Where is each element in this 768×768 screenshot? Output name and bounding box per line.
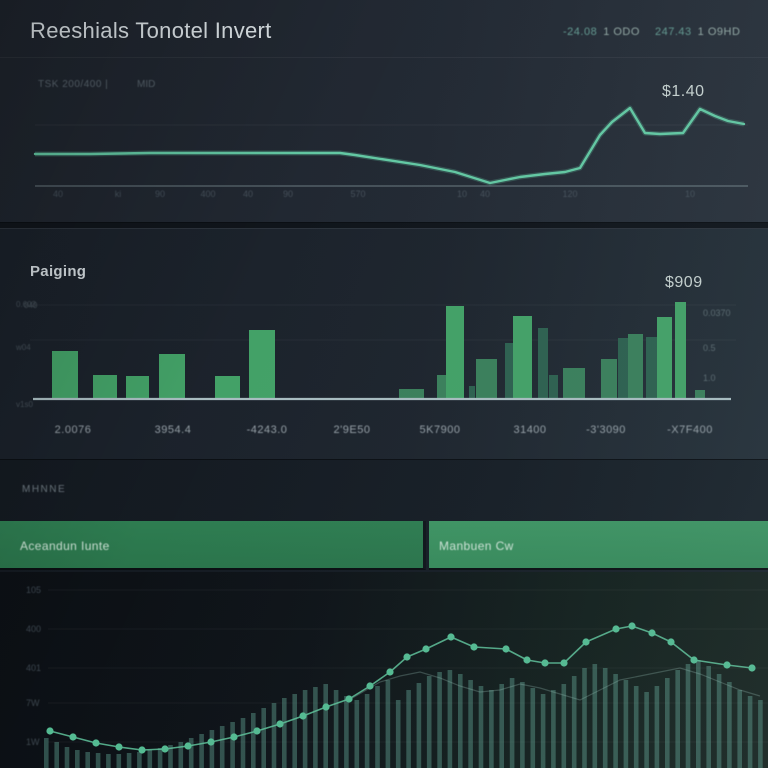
top-chart-panel — [0, 0, 768, 223]
header-divider — [0, 57, 768, 58]
paiging-bar-chart[interactable] — [30, 302, 736, 401]
data-point-marker[interactable] — [276, 720, 284, 728]
mid-chart-price-label: $909 — [665, 274, 703, 291]
data-point-marker[interactable] — [92, 739, 100, 747]
data-point-marker[interactable] — [648, 629, 656, 637]
data-point-marker[interactable] — [69, 733, 77, 741]
data-point-marker[interactable] — [386, 668, 394, 676]
top-chart-price-label: $1.40 — [662, 83, 705, 100]
bar[interactable] — [513, 316, 532, 399]
data-point-marker[interactable] — [667, 638, 675, 646]
data-point-marker[interactable] — [470, 643, 478, 651]
top-chart-legend: TSK 200/400 | — [38, 79, 109, 90]
data-point-marker[interactable] — [46, 727, 54, 735]
data-point-marker[interactable] — [523, 656, 531, 664]
bar[interactable] — [628, 334, 643, 399]
data-point-marker[interactable] — [230, 733, 238, 741]
data-point-marker[interactable] — [161, 745, 169, 753]
data-point-marker[interactable] — [207, 738, 215, 746]
bar[interactable] — [52, 351, 78, 399]
bar[interactable] — [505, 343, 513, 399]
data-point-marker[interactable] — [690, 656, 698, 664]
table-column-header-right[interactable]: Manbuen Cw — [429, 521, 768, 570]
data-point-marker[interactable] — [422, 645, 430, 653]
bar[interactable] — [657, 317, 672, 399]
bar[interactable] — [601, 359, 617, 399]
data-point-marker[interactable] — [138, 746, 146, 754]
bar[interactable] — [93, 375, 117, 399]
bar[interactable] — [249, 330, 275, 399]
data-point-marker[interactable] — [345, 695, 353, 703]
data-point-marker[interactable] — [366, 682, 374, 690]
bar[interactable] — [549, 375, 558, 399]
data-point-marker[interactable] — [115, 743, 123, 751]
column-header-label: Manbuen Cw — [439, 539, 514, 553]
bar[interactable] — [159, 354, 185, 399]
data-point-marker[interactable] — [748, 664, 756, 672]
bar[interactable] — [399, 389, 424, 399]
data-point-marker[interactable] — [184, 742, 192, 750]
revenue-line-chart[interactable] — [33, 105, 748, 187]
bar[interactable] — [126, 376, 149, 399]
table-section-label: MHNNE — [22, 484, 67, 495]
data-point-marker[interactable] — [560, 659, 568, 667]
data-point-marker[interactable] — [628, 622, 636, 630]
bar[interactable] — [215, 376, 240, 399]
data-point-marker[interactable] — [322, 703, 330, 711]
page-title: Reeshials Tonotel Invert — [30, 18, 272, 43]
data-point-marker[interactable] — [299, 712, 307, 720]
bar[interactable] — [476, 359, 497, 399]
bottom-chart-panel — [0, 572, 768, 768]
data-point-marker[interactable] — [403, 653, 411, 661]
data-point-marker[interactable] — [541, 659, 549, 667]
bar[interactable] — [563, 368, 585, 399]
header-stat-1: -24.08 1 ODO — [563, 26, 640, 38]
volume-trend-chart[interactable] — [44, 589, 768, 768]
bar[interactable] — [646, 337, 657, 399]
bar[interactable] — [675, 302, 686, 399]
data-point-marker[interactable] — [447, 633, 455, 641]
bar[interactable] — [695, 390, 705, 399]
top-chart-mode-label: MID — [137, 79, 156, 90]
stat-label: 1 O9HD — [697, 26, 741, 38]
column-header-label: Aceandun Iunte — [20, 539, 110, 553]
bar[interactable] — [538, 328, 548, 399]
data-point-marker[interactable] — [723, 661, 731, 669]
bar[interactable] — [437, 375, 446, 399]
table-column-header-left[interactable]: Aceandun Iunte — [0, 521, 426, 570]
data-point-marker[interactable] — [253, 727, 261, 735]
mid-chart-sub-label: 040 — [24, 301, 38, 310]
stat-value: 247.43 — [655, 26, 692, 38]
header-stat-2: 247.43 1 O9HD — [655, 26, 740, 38]
data-point-marker[interactable] — [612, 625, 620, 633]
data-point-marker[interactable] — [502, 645, 510, 653]
bar[interactable] — [446, 306, 464, 399]
bar[interactable] — [469, 386, 475, 399]
stat-label: 1 ODO — [603, 26, 640, 38]
stat-value: -24.08 — [563, 26, 598, 38]
data-point-marker[interactable] — [582, 638, 590, 646]
bar[interactable] — [618, 338, 628, 399]
mid-chart-title: Paiging — [30, 263, 87, 280]
